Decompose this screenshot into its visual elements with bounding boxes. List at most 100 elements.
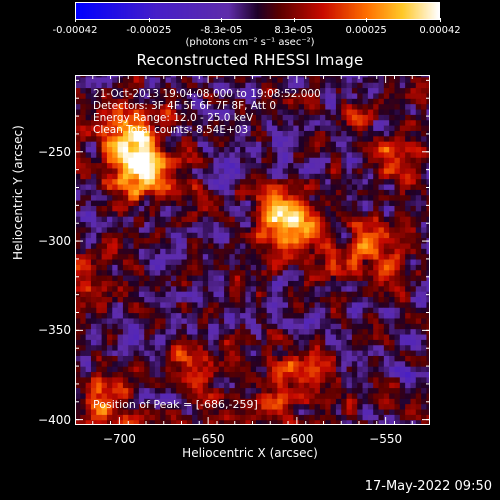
heatmap-cell	[266, 205, 273, 212]
heatmap-cell	[229, 189, 236, 196]
heatmap-cell	[176, 264, 183, 271]
heatmap-cell	[298, 194, 305, 201]
heatmap-cell	[399, 382, 406, 389]
heatmap-cell	[351, 125, 358, 131]
heatmap-cell	[288, 242, 294, 249]
heatmap-cell	[90, 248, 97, 255]
heatmap-cell	[80, 366, 87, 373]
heatmap-cell	[234, 355, 241, 362]
heatmap-cell	[272, 232, 278, 239]
heatmap-cell	[138, 408, 145, 415]
heatmap-cell	[176, 119, 183, 126]
heatmap-cell	[367, 248, 374, 255]
heatmap-cell	[165, 387, 172, 394]
heatmap-cell	[218, 275, 225, 281]
heatmap-cell	[112, 269, 119, 276]
heatmap-cell	[213, 258, 220, 265]
heatmap-cell	[282, 98, 289, 105]
heatmap-cell	[117, 350, 124, 356]
heatmap-cell	[282, 301, 289, 308]
heatmap-cell	[335, 242, 342, 249]
heatmap-cell	[186, 371, 193, 378]
heatmap-cell	[229, 419, 236, 425]
heatmap-cell	[261, 232, 268, 239]
heatmap-cell	[202, 87, 209, 94]
heatmap-cell	[293, 232, 300, 239]
heatmap-cell	[288, 189, 294, 196]
heatmap-cell	[117, 371, 124, 378]
heatmap-cell	[80, 360, 87, 367]
heatmap-cell	[362, 103, 369, 110]
heatmap-cell	[272, 76, 278, 83]
heatmap-cell	[399, 92, 406, 99]
heatmap-cell	[112, 392, 119, 399]
heatmap-cell	[224, 146, 231, 153]
heatmap-cell	[154, 248, 161, 255]
heatmap-cell	[128, 275, 135, 281]
heatmap-cell	[208, 264, 215, 271]
heatmap-cell	[149, 403, 156, 410]
heatmap-cell	[202, 344, 209, 351]
heatmap-cell	[133, 344, 140, 351]
heatmap-cell	[367, 403, 374, 410]
heatmap-cell	[298, 398, 305, 405]
heatmap-cell	[112, 194, 119, 201]
heatmap-cell	[362, 162, 369, 169]
heatmap-cell	[351, 162, 358, 169]
heatmap-cell	[176, 216, 183, 223]
heatmap-cell	[373, 98, 380, 105]
heatmap-cell	[298, 307, 305, 314]
heatmap-cell	[421, 382, 428, 389]
heatmap-cell	[357, 114, 364, 121]
heatmap-cell	[261, 312, 268, 319]
annotation-line: Energy Range: 12.0 - 25.0 keV	[93, 112, 254, 124]
heatmap-cell	[224, 285, 231, 292]
heatmap-cell	[346, 162, 353, 169]
heatmap-cell	[389, 216, 396, 223]
heatmap-cell	[394, 92, 401, 99]
heatmap-cell	[325, 167, 332, 174]
heatmap-cell	[410, 419, 417, 425]
heatmap-cell	[128, 307, 135, 314]
heatmap-cell	[325, 264, 332, 271]
heatmap-cell	[138, 135, 145, 142]
heatmap-cell	[80, 194, 87, 201]
heatmap-cell	[240, 355, 246, 362]
heatmap-cell	[426, 317, 430, 324]
heatmap-cell	[144, 103, 151, 110]
heatmap-cell	[319, 183, 326, 190]
heatmap-cell	[367, 141, 374, 148]
heatmap-cell	[383, 221, 390, 228]
heatmap-cell	[250, 258, 257, 265]
heatmap-cell	[112, 82, 119, 89]
heatmap-cell	[96, 301, 103, 308]
heatmap-cell	[229, 392, 236, 399]
heatmap-cell	[229, 248, 236, 255]
heatmap-cell	[218, 210, 225, 217]
heatmap-cell	[389, 232, 396, 239]
heatmap-cell	[245, 387, 252, 394]
heatmap-cell	[202, 75, 209, 78]
heatmap-cell	[224, 221, 231, 228]
heatmap-cell	[357, 98, 364, 105]
heatmap-cell	[75, 157, 81, 164]
heatmap-cell	[192, 76, 199, 83]
heatmap-cell	[389, 301, 396, 308]
heatmap-cell	[415, 189, 422, 196]
heatmap-cell	[133, 237, 140, 244]
heatmap-cell	[133, 382, 140, 389]
heatmap-cell	[421, 98, 428, 105]
heatmap-cell	[106, 167, 113, 174]
heatmap-cell	[319, 162, 326, 169]
heatmap-cell	[405, 376, 412, 383]
heatmap-cell	[202, 301, 209, 308]
heatmap-cell	[90, 253, 97, 260]
heatmap-cell	[234, 387, 241, 394]
heatmap-cell	[106, 269, 113, 276]
heatmap-cell	[133, 269, 140, 276]
heatmap-cell	[394, 382, 401, 389]
heatmap-cell	[421, 194, 428, 201]
heatmap-cell	[314, 328, 321, 335]
heatmap-cell	[288, 125, 294, 131]
heatmap-cell	[405, 103, 412, 110]
